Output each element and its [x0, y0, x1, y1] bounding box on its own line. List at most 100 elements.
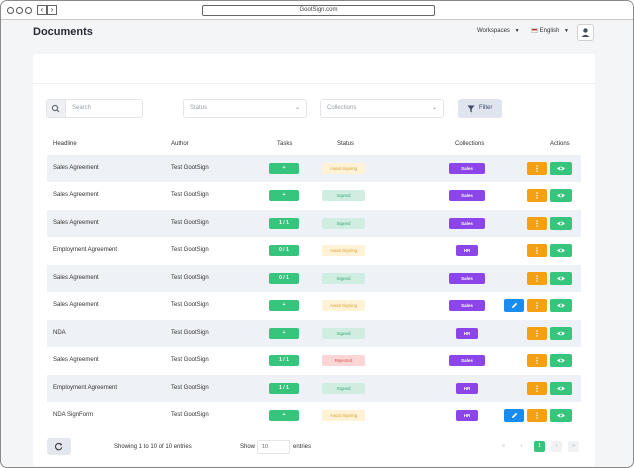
more-vertical-icon [527, 385, 547, 397]
search-button[interactable] [47, 100, 66, 117]
pencil-icon [504, 302, 524, 314]
collection-badge[interactable]: HR [456, 410, 478, 421]
table-row[interactable]: Sales Agreement Test GootSign + Signed Sales [47, 182, 581, 209]
search-field[interactable]: Search [46, 99, 143, 118]
window-maximize-dot[interactable] [25, 7, 32, 14]
table-row[interactable]: NDA SignForm Test GootSign + Await Signing H… [47, 402, 581, 429]
eye-icon [550, 221, 572, 232]
page-size-input[interactable]: 10 [257, 440, 290, 454]
forward-icon[interactable]: › [47, 5, 57, 15]
status-select[interactable]: Status ⌄ [183, 99, 307, 118]
user-avatar[interactable] [577, 24, 594, 41]
task-button[interactable]: 1 / 1 [269, 218, 299, 229]
edit-button[interactable] [504, 409, 524, 422]
window-close-dot[interactable] [7, 7, 14, 14]
refresh-button[interactable] [47, 438, 71, 455]
search-icon [51, 104, 60, 113]
collection-badge[interactable]: HR [456, 328, 478, 339]
table-row[interactable]: Sales Agreement Test GootSign + Await Signi… [47, 292, 581, 319]
col-collections[interactable]: Collections [455, 141, 485, 147]
collection-badge[interactable]: Sales [449, 190, 485, 201]
back-icon[interactable]: ‹ [37, 5, 47, 15]
row-headline[interactable]: Employment Agreement [53, 247, 118, 253]
collection-badge[interactable]: Sales [449, 355, 485, 366]
view-button[interactable] [550, 382, 572, 395]
task-button[interactable]: 1 / 1 [269, 355, 299, 366]
collection-badge[interactable]: Sales [449, 273, 485, 284]
address-bar[interactable]: GootSign.com [202, 5, 435, 16]
row-headline[interactable]: Sales Agreement [53, 165, 99, 171]
row-headline[interactable]: NDA SignForm [53, 412, 94, 418]
status-placeholder: Status [190, 105, 208, 111]
view-button[interactable] [550, 189, 572, 202]
collection-badge[interactable]: HR [456, 383, 478, 394]
more-options-button[interactable] [527, 382, 547, 395]
collection-badge[interactable]: HR [456, 245, 478, 256]
more-options-button[interactable] [527, 244, 547, 257]
edit-button[interactable] [504, 299, 524, 312]
col-tasks[interactable]: Tasks [277, 141, 293, 147]
workspaces-dropdown[interactable]: Workspaces ▼ [477, 28, 520, 34]
table-row[interactable]: Sales Agreement Test GootSign 0 / 1 Signed S… [47, 265, 581, 292]
table-row[interactable]: NDA Test GootSign + Signed HR [47, 320, 581, 347]
last-page-button[interactable]: » [568, 441, 579, 452]
table-row[interactable]: Employment Agreement Test GootSign 0 / 1 Aw… [47, 237, 581, 264]
row-headline[interactable]: Sales Agreement [53, 302, 99, 308]
more-options-button[interactable] [527, 409, 547, 422]
row-author: Test GootSign [171, 330, 209, 336]
table-row[interactable]: Sales Agreement Test GootSign 1 / 1 Rejecte… [47, 347, 581, 374]
row-headline[interactable]: Sales Agreement [53, 220, 99, 226]
row-author: Test GootSign [171, 302, 209, 308]
table-row[interactable]: Sales Agreement Test GootSign + Await Signi… [47, 155, 581, 182]
view-button[interactable] [550, 354, 572, 367]
row-headline[interactable]: NDA [53, 330, 66, 336]
collection-badge[interactable]: Sales [449, 163, 485, 174]
more-options-button[interactable] [527, 272, 547, 285]
task-button[interactable]: + [269, 190, 299, 201]
col-author[interactable]: Author [171, 141, 189, 147]
prev-page-button[interactable]: ‹ [520, 443, 523, 449]
view-button[interactable] [550, 327, 572, 340]
row-headline[interactable]: Sales Agreement [53, 357, 99, 363]
page-1-button[interactable]: 1 [534, 441, 545, 452]
task-button[interactable]: + [269, 163, 299, 174]
row-headline[interactable]: Sales Agreement [53, 192, 99, 198]
window-minimize-dot[interactable] [16, 7, 23, 14]
more-vertical-icon [527, 247, 547, 259]
col-status[interactable]: Status [337, 141, 355, 147]
more-options-button[interactable] [527, 189, 547, 202]
filter-button[interactable]: Filter [458, 99, 502, 118]
workspaces-label: Workspaces [477, 28, 510, 34]
more-options-button[interactable] [527, 327, 547, 340]
view-button[interactable] [550, 299, 572, 312]
task-button[interactable]: + [269, 300, 299, 311]
next-page-button[interactable]: › [551, 441, 562, 452]
collection-badge[interactable]: Sales [449, 218, 485, 229]
view-button[interactable] [550, 409, 572, 422]
collection-badge[interactable]: Sales [449, 300, 485, 311]
view-button[interactable] [550, 272, 572, 285]
first-page-button[interactable]: « [501, 443, 506, 449]
view-button[interactable] [550, 217, 572, 230]
col-headline[interactable]: Headline [53, 141, 77, 147]
task-button[interactable]: 0 / 1 [269, 273, 299, 284]
eye-icon [550, 166, 572, 177]
language-dropdown[interactable]: English ▼ [531, 28, 569, 34]
more-options-button[interactable] [527, 354, 547, 367]
more-options-button[interactable] [527, 217, 547, 230]
row-headline[interactable]: Sales Agreement [53, 275, 99, 281]
collections-select[interactable]: Collections ⌄ [320, 99, 444, 118]
task-button[interactable]: + [269, 410, 299, 421]
table-row[interactable]: Employment Agreement Test GootSign 1 / 1 Si… [47, 375, 581, 402]
view-button[interactable] [550, 244, 572, 257]
task-button[interactable]: 0 / 1 [269, 245, 299, 256]
more-options-button[interactable] [527, 162, 547, 175]
view-button[interactable] [550, 162, 572, 175]
more-options-button[interactable] [527, 299, 547, 312]
more-vertical-icon [527, 412, 547, 424]
task-button[interactable]: 1 / 1 [269, 383, 299, 394]
table-row[interactable]: Sales Agreement Test GootSign 1 / 1 Signed S… [47, 210, 581, 237]
pencil-icon [504, 412, 524, 424]
row-headline[interactable]: Employment Agreement [53, 385, 118, 391]
task-button[interactable]: + [269, 328, 299, 339]
